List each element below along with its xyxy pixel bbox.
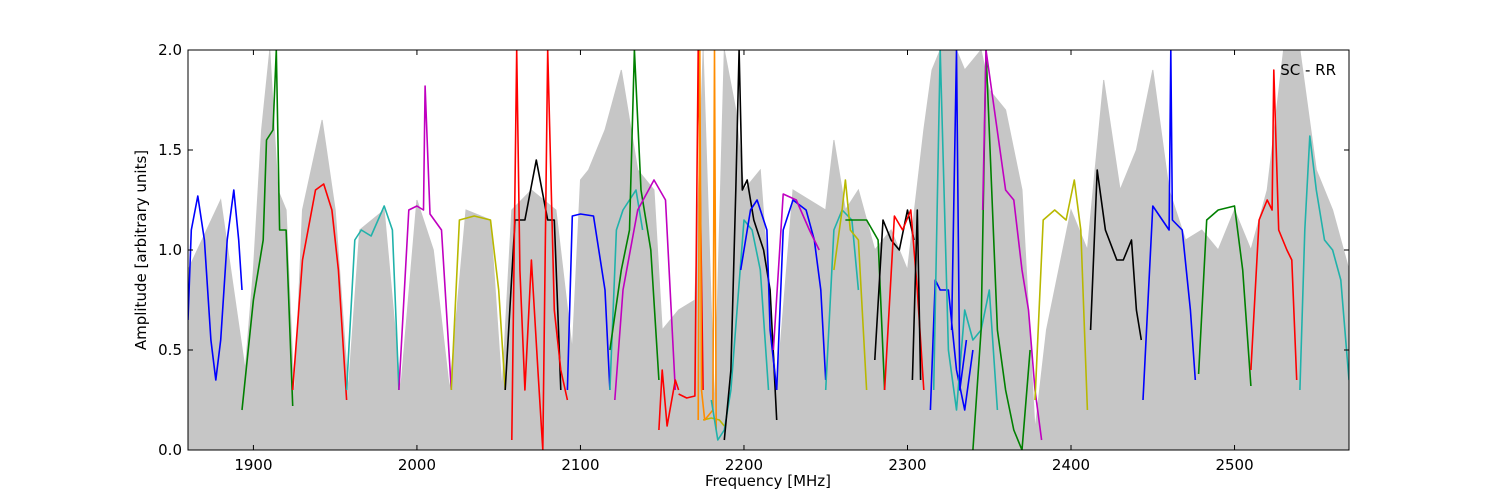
series-line-3	[291, 183, 348, 401]
series-line-29	[932, 50, 999, 411]
series-line-31	[972, 50, 1031, 450]
y-tick-label: 1.0	[158, 241, 182, 259]
series-line-23	[833, 179, 868, 391]
series-line-38	[1299, 135, 1349, 391]
series-layer	[188, 50, 1349, 450]
x-axis-label: Frequency [MHz]	[705, 472, 831, 490]
background-series	[188, 50, 1349, 450]
series-line-30	[950, 50, 968, 391]
y-tick-label: 1.5	[158, 141, 182, 159]
series-line-10	[609, 189, 644, 391]
series-line-6	[450, 215, 506, 391]
series-line-19	[739, 199, 778, 391]
series-line-17	[710, 219, 770, 441]
x-tick-label: 2100	[561, 456, 599, 474]
x-tick-label: 2200	[725, 456, 763, 474]
series-line-12	[614, 179, 677, 401]
series-line-1	[188, 189, 243, 381]
series-line-2	[241, 50, 294, 411]
series-line-5	[398, 85, 453, 391]
series-line-20	[775, 199, 827, 391]
series-line-36	[1197, 205, 1252, 387]
y-axis-label: Amplitude [arbitrary units]	[132, 150, 150, 350]
y-axis-ticks: 0.0 0.5 1.0 1.5 2.0	[158, 41, 1349, 459]
series-line-18	[723, 50, 778, 441]
series-line-13	[658, 369, 680, 431]
series-line-24	[845, 219, 886, 391]
y-tick-label: 2.0	[158, 41, 182, 59]
chart-annotation: SC - RR	[1280, 61, 1336, 79]
series-line-15	[702, 417, 725, 427]
series-line-11	[609, 50, 660, 381]
series-line-21	[772, 193, 820, 351]
y-tick-label: 0.5	[158, 341, 182, 359]
x-axis-ticks: 1900 2000 2100 2200 2300 2400 2500	[234, 50, 1254, 474]
series-line-27	[911, 209, 922, 381]
x-tick-label: 2500	[1215, 456, 1253, 474]
x-tick-label: 2400	[1052, 456, 1090, 474]
x-tick-label: 2300	[888, 456, 926, 474]
series-line-32	[981, 50, 1043, 441]
series-line-8	[511, 50, 569, 450]
series-line-34	[1089, 169, 1143, 341]
series-line-37	[1250, 69, 1298, 381]
series-line-35	[1142, 50, 1197, 401]
x-tick-label: 2000	[398, 456, 436, 474]
background-envelope	[188, 50, 1349, 450]
series-line-16	[697, 50, 717, 431]
series-line-4	[345, 205, 400, 391]
series-line-33	[1034, 179, 1089, 411]
y-tick-label: 0.0	[158, 441, 182, 459]
x-tick-label: 1900	[234, 456, 272, 474]
series-line-9	[566, 213, 611, 391]
